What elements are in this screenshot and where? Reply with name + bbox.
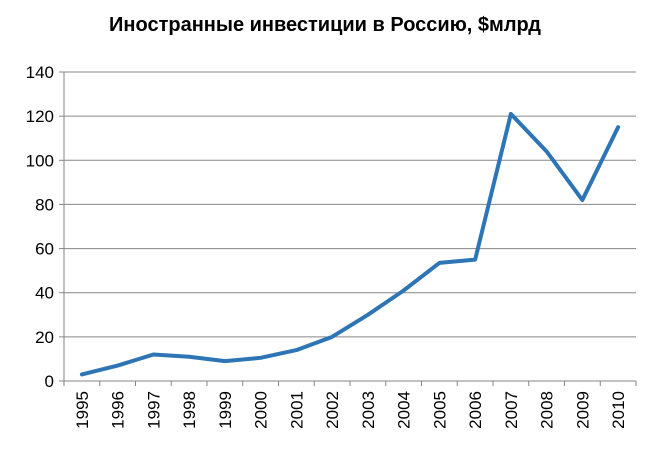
data-point-1995 xyxy=(81,374,82,375)
data-point-2006 xyxy=(475,259,476,260)
data-point-2010 xyxy=(618,127,619,128)
x-tick-label: 2007 xyxy=(502,391,521,429)
data-point-1997 xyxy=(153,354,154,355)
x-tick-label: 2010 xyxy=(609,391,628,429)
data-point-2009 xyxy=(582,200,583,201)
x-tick-label: 1997 xyxy=(144,391,163,429)
y-tick-label: 20 xyxy=(35,328,54,347)
data-point-2008 xyxy=(546,151,547,152)
y-tick-label: 0 xyxy=(45,372,54,391)
data-point-2003 xyxy=(367,314,368,315)
y-tick-label: 120 xyxy=(26,107,54,126)
x-tick-label: 1996 xyxy=(109,391,128,429)
data-point-2004 xyxy=(403,290,404,291)
x-tick-label: 2005 xyxy=(430,391,449,429)
series-line xyxy=(82,114,618,374)
y-tick-label: 60 xyxy=(35,240,54,259)
y-tick-label: 40 xyxy=(35,284,54,303)
data-point-1996 xyxy=(117,365,118,366)
data-point-1998 xyxy=(189,356,190,357)
x-tick-label: 1999 xyxy=(216,391,235,429)
data-point-1999 xyxy=(224,361,225,362)
axes xyxy=(59,72,636,386)
x-tick-label: 2001 xyxy=(287,391,306,429)
y-tick-label: 100 xyxy=(26,151,54,170)
series-layer xyxy=(81,113,618,374)
x-tick-label: 1995 xyxy=(73,391,92,429)
gridlines xyxy=(64,72,636,337)
data-point-2001 xyxy=(296,350,297,351)
x-tick-label: 2003 xyxy=(359,391,378,429)
x-tick-label: 2004 xyxy=(395,391,414,429)
y-tick-label: 140 xyxy=(26,63,54,82)
data-point-2005 xyxy=(439,262,440,263)
x-tick-label: 2000 xyxy=(252,391,271,429)
data-point-2000 xyxy=(260,357,261,358)
y-tick-label: 80 xyxy=(35,195,54,214)
x-tick-labels: 1995 1996 1997 1998 1999 2000 2001 2002 2003 2004… xyxy=(73,391,628,429)
data-point-2002 xyxy=(332,336,333,337)
x-tick-label: 2008 xyxy=(538,391,557,429)
x-tick-label: 2006 xyxy=(466,391,485,429)
data-point-2007 xyxy=(510,113,511,114)
x-tick-label: 2002 xyxy=(323,391,342,429)
y-tick-labels: 0 20 40 60 80 100 120 140 xyxy=(26,63,54,391)
x-tick-label: 2009 xyxy=(573,391,592,429)
x-tick-label: 1998 xyxy=(180,391,199,429)
